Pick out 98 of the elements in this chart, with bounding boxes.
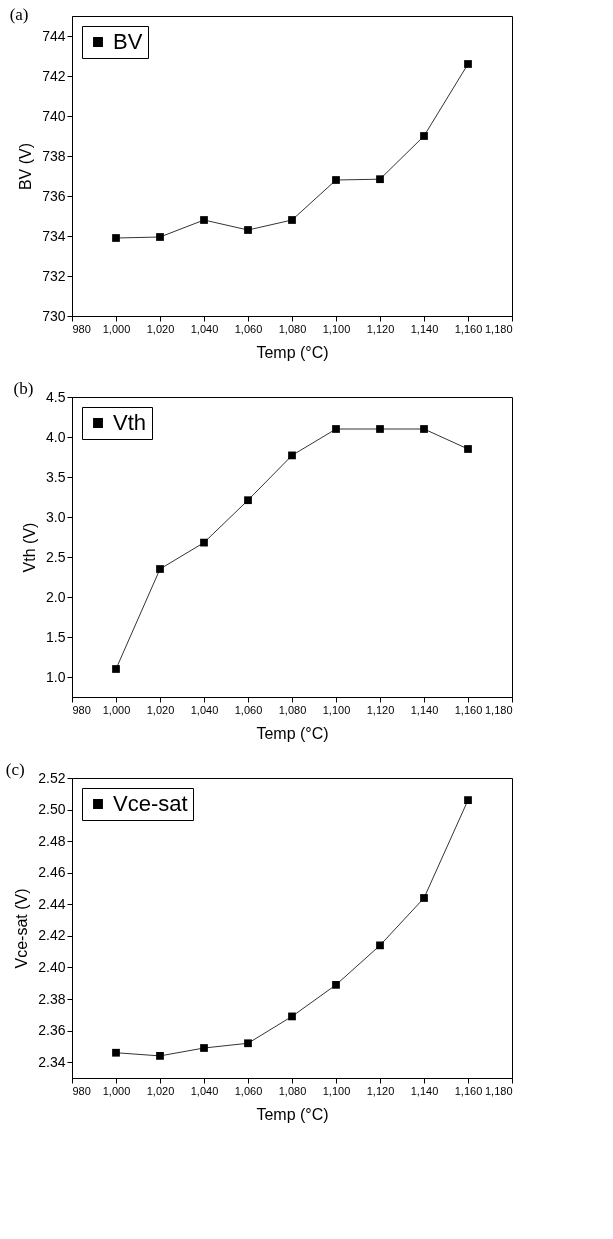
x-tick-label: 1,080 <box>278 703 307 716</box>
point <box>244 496 252 505</box>
x-tick-label: 1,180 <box>484 1084 513 1097</box>
y-tick-label: 1.5 <box>46 628 66 645</box>
y-tick-label: 730 <box>42 307 66 324</box>
point <box>464 796 472 804</box>
y-tick-label: 744 <box>42 27 66 44</box>
point <box>200 1044 208 1052</box>
legend-label: Vth <box>113 410 147 435</box>
point <box>288 1012 296 1021</box>
x-tick-label: 1,120 <box>366 703 395 716</box>
point <box>464 445 472 453</box>
x-tick-label: 1,020 <box>146 322 175 335</box>
y-axis-title: Vth (V) <box>21 522 39 573</box>
x-tick-label: 1,160 <box>454 322 483 335</box>
legend-label: Vce-sat <box>113 791 188 816</box>
point <box>244 1039 252 1048</box>
x-tick-label: 1,080 <box>278 1084 307 1097</box>
point <box>420 132 428 140</box>
point <box>332 980 340 989</box>
y-tick-label: 742 <box>42 67 66 84</box>
y-tick-label: 732 <box>42 267 66 284</box>
point <box>200 216 208 224</box>
point <box>420 894 428 902</box>
y-axis-title: BV (V) <box>17 142 35 191</box>
x-tick-label: 980 <box>72 322 91 335</box>
x-tick-label: 1,100 <box>322 1084 351 1097</box>
x-tick-label: 1,100 <box>322 703 351 716</box>
y-tick-label: 740 <box>42 107 66 124</box>
x-tick-label: 1,040 <box>190 322 219 335</box>
y-axis-title: Vce-sat (V) <box>13 888 31 969</box>
point <box>376 175 384 184</box>
y-tick-label: 734 <box>42 227 66 244</box>
x-tick-label: 1,060 <box>234 322 263 335</box>
x-tick-label: 980 <box>72 703 91 716</box>
y-tick-label: 4.0 <box>46 428 66 445</box>
y-tick-label: 3.0 <box>46 508 66 525</box>
point <box>112 1048 120 1057</box>
y-tick-label: 2.46 <box>38 864 66 881</box>
x-tick-label: 1,040 <box>190 1084 219 1097</box>
y-tick-label: 2.48 <box>38 832 66 849</box>
x-tick-label: 1,020 <box>146 1084 175 1097</box>
point <box>464 60 472 68</box>
y-tick-label: 2.52 <box>38 769 66 786</box>
x-tick-label: 1,140 <box>410 1084 439 1097</box>
y-tick-label: 2.0 <box>46 588 66 605</box>
x-tick-label: 980 <box>72 1084 91 1097</box>
y-tick-label: 2.44 <box>38 895 66 912</box>
x-tick-label: 1,120 <box>366 1084 395 1097</box>
legend-label: BV <box>113 29 143 54</box>
x-axis-title: Temp (°C) <box>256 343 329 361</box>
point <box>332 425 340 433</box>
x-tick-label: 1,100 <box>322 322 351 335</box>
x-axis-title: Temp (°C) <box>256 1105 329 1123</box>
x-tick-label: 1,040 <box>190 703 219 716</box>
x-tick-label: 1,020 <box>146 703 175 716</box>
point <box>156 565 164 573</box>
point <box>200 538 208 547</box>
x-tick-label: 1,060 <box>234 703 263 716</box>
point <box>112 665 120 673</box>
y-tick-label: 3.5 <box>46 468 66 485</box>
y-tick-label: 2.36 <box>38 1022 66 1039</box>
x-tick-label: 1,000 <box>102 1084 131 1097</box>
x-tick-label: 1,180 <box>484 322 513 335</box>
x-tick-label: 1,000 <box>102 322 131 335</box>
y-tick-label: 736 <box>42 187 66 204</box>
chart-title: (c) <box>5 760 25 779</box>
point <box>376 425 384 433</box>
point <box>156 1052 164 1060</box>
x-tick-label: 1,140 <box>410 703 439 716</box>
x-tick-label: 1,120 <box>366 322 395 335</box>
y-tick-label: 4.5 <box>46 388 66 405</box>
chart-title: (a) <box>9 5 29 24</box>
x-tick-label: 1,140 <box>410 322 439 335</box>
y-tick-label: 2.38 <box>38 990 66 1007</box>
y-tick-label: 1.0 <box>46 668 66 685</box>
point <box>288 451 296 460</box>
x-tick-label: 1,160 <box>454 1084 483 1097</box>
x-tick-label: 1,060 <box>234 1084 263 1097</box>
x-axis-title: Temp (°C) <box>256 724 329 742</box>
x-tick-label: 1,160 <box>454 703 483 716</box>
point <box>420 425 428 433</box>
point <box>376 941 384 950</box>
x-tick-label: 1,000 <box>102 703 131 716</box>
chart-title: (b) <box>13 379 34 398</box>
point <box>156 233 164 241</box>
y-tick-label: 2.50 <box>38 801 66 818</box>
y-tick-label: 738 <box>42 147 66 164</box>
y-tick-label: 2.34 <box>38 1053 66 1070</box>
point <box>112 234 120 242</box>
x-tick-label: 1,080 <box>278 322 307 335</box>
point <box>332 176 340 184</box>
y-tick-label: 2.40 <box>38 958 66 975</box>
y-tick-label: 2.42 <box>38 927 66 944</box>
point <box>288 216 296 224</box>
point <box>244 226 252 234</box>
y-tick-label: 2.5 <box>46 548 66 565</box>
x-tick-label: 1,180 <box>484 703 513 716</box>
